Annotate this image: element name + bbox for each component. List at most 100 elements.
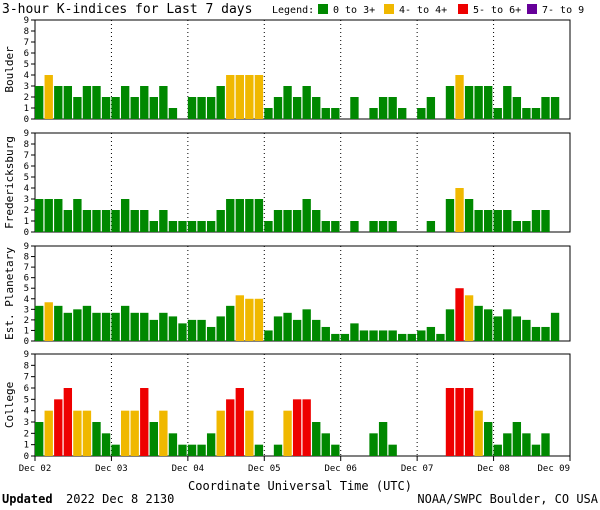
k-index-bar — [292, 210, 302, 232]
k-index-bar — [484, 86, 493, 119]
k-index-bar — [149, 221, 158, 232]
k-index-bar — [312, 319, 321, 341]
k-index-bar — [340, 333, 350, 341]
k-index-bar — [73, 97, 82, 119]
k-index-bar — [512, 97, 522, 119]
k-index-bar — [226, 399, 235, 456]
k-index-bar — [503, 433, 512, 456]
k-index-bar — [464, 199, 474, 232]
k-index-bar — [216, 410, 225, 456]
k-index-bar — [264, 221, 273, 232]
k-index-bar — [197, 319, 206, 341]
k-index-bar — [321, 326, 330, 341]
k-index-bar — [44, 302, 53, 341]
k-index-bar — [273, 97, 283, 119]
k-index-bar — [531, 444, 541, 456]
k-index-bar — [283, 312, 292, 341]
k-index-bar — [197, 221, 206, 232]
k-index-bar — [522, 319, 531, 341]
k-index-bar — [140, 312, 149, 341]
k-index-bar — [120, 86, 130, 119]
y-tick-label: 3 — [24, 418, 29, 428]
y-tick-label: 2 — [24, 206, 29, 216]
k-index-bar — [378, 97, 388, 119]
k-index-bar — [531, 108, 541, 119]
panel-label: Est. Planetary — [3, 247, 16, 340]
k-index-bar — [92, 422, 101, 456]
k-index-bar — [35, 199, 44, 232]
y-tick-label: 2 — [24, 429, 29, 439]
k-index-bar — [206, 326, 216, 341]
y-tick-label: 8 — [24, 140, 29, 150]
k-index-bar — [369, 221, 378, 232]
k-index-bar — [503, 210, 512, 232]
k-index-bar — [388, 444, 397, 456]
k-index-bar — [426, 326, 436, 341]
k-index-bar — [283, 86, 292, 119]
k-index-bar — [378, 422, 388, 456]
k-index-bar — [44, 75, 53, 119]
y-tick-label: 1 — [24, 104, 29, 114]
panel-college: 01 234 567 89 College — [3, 350, 571, 462]
y-tick-label: 0 — [24, 228, 29, 238]
k-index-bar — [388, 97, 397, 119]
k-index-bar — [206, 221, 216, 232]
k-index-bar — [512, 422, 522, 456]
legend-label: Legend: — [272, 5, 314, 16]
k-index-bar — [312, 97, 321, 119]
panel-label: Boulder — [3, 46, 16, 93]
k-index-bar — [140, 86, 149, 119]
k-index-bar — [512, 221, 522, 232]
k-index-bar — [493, 108, 502, 119]
k-index-bar — [541, 326, 550, 341]
y-tick-label: 4 — [24, 407, 29, 417]
k-index-bar — [302, 86, 311, 119]
k-index-bar — [82, 305, 92, 341]
y-tick-label: 8 — [24, 27, 29, 37]
k-index-bar — [35, 305, 44, 341]
k-index-bar — [503, 86, 512, 119]
k-index-bar — [101, 210, 111, 232]
k-index-bar — [350, 97, 359, 119]
y-tick-label: 6 — [24, 384, 29, 394]
footer-updated-label: Updated — [2, 492, 53, 506]
chart-title: 3-hour K-indices for Last 7 days — [2, 2, 252, 17]
x-axis-ticks: Dec 02 Dec 03 Dec 04 Dec 05 Dec 06 Dec 07 Dec … — [19, 456, 571, 474]
k-index-bar — [235, 388, 244, 456]
k-index-bar — [531, 326, 541, 341]
legend-swatch-3 — [527, 4, 537, 14]
k-index-bar — [388, 330, 397, 341]
k-index-bar — [369, 108, 378, 119]
y-tick-label: 2 — [24, 316, 29, 326]
y-tick-label: 1 — [24, 326, 29, 336]
x-tick-label: Dec 02 — [19, 464, 52, 474]
k-index-bar — [455, 388, 464, 456]
k-index-bar — [455, 288, 464, 341]
k-index-bar — [73, 199, 82, 232]
legend-swatch-2 — [458, 4, 468, 14]
k-index-bar — [92, 312, 101, 341]
k-index-bar — [35, 86, 44, 119]
k-index-bar — [426, 221, 436, 232]
k-index-bar — [187, 221, 197, 232]
k-index-bar — [522, 108, 531, 119]
k-index-bar — [44, 199, 53, 232]
y-tick-label: 8 — [24, 361, 29, 371]
k-index-bar — [331, 108, 340, 119]
y-tick-label: 7 — [24, 151, 29, 161]
k-index-bar — [292, 97, 302, 119]
k-index-bar — [216, 210, 225, 232]
k-index-bar — [159, 410, 168, 456]
k-index-bar — [187, 319, 197, 341]
k-index-bar — [541, 433, 550, 456]
k-index-bar — [407, 333, 416, 341]
y-tick-label: 0 — [24, 115, 29, 125]
k-index-bar — [350, 323, 359, 341]
k-index-bar — [273, 444, 283, 456]
k-index-bar — [417, 108, 426, 119]
k-index-bar — [474, 210, 483, 232]
k-index-bar — [264, 330, 273, 341]
x-tick-label: Dec 06 — [324, 464, 357, 474]
k-index-bar — [503, 309, 512, 341]
k-index-bar — [474, 410, 483, 456]
